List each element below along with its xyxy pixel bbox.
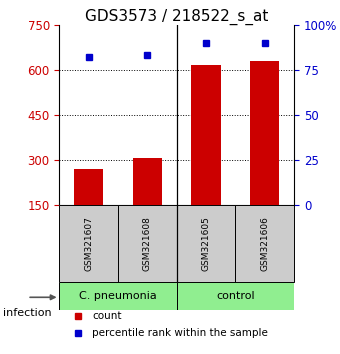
Text: control: control: [216, 291, 255, 301]
Bar: [118, 205, 177, 282]
Bar: [59, 205, 118, 282]
Bar: [177, 282, 294, 310]
Text: GSM321606: GSM321606: [260, 216, 269, 271]
Bar: [250, 61, 279, 205]
Bar: [74, 169, 103, 205]
Bar: [177, 205, 235, 282]
Text: GSM321605: GSM321605: [202, 216, 210, 271]
Text: C. pneumonia: C. pneumonia: [79, 291, 157, 301]
Text: percentile rank within the sample: percentile rank within the sample: [92, 328, 268, 338]
Text: infection: infection: [3, 308, 52, 318]
Bar: [59, 282, 177, 310]
Text: GSM321608: GSM321608: [143, 216, 152, 271]
Title: GDS3573 / 218522_s_at: GDS3573 / 218522_s_at: [85, 8, 269, 25]
Bar: [235, 205, 294, 282]
Bar: [191, 65, 221, 205]
Bar: [133, 158, 162, 205]
Text: count: count: [92, 312, 122, 321]
Text: GSM321607: GSM321607: [84, 216, 93, 271]
